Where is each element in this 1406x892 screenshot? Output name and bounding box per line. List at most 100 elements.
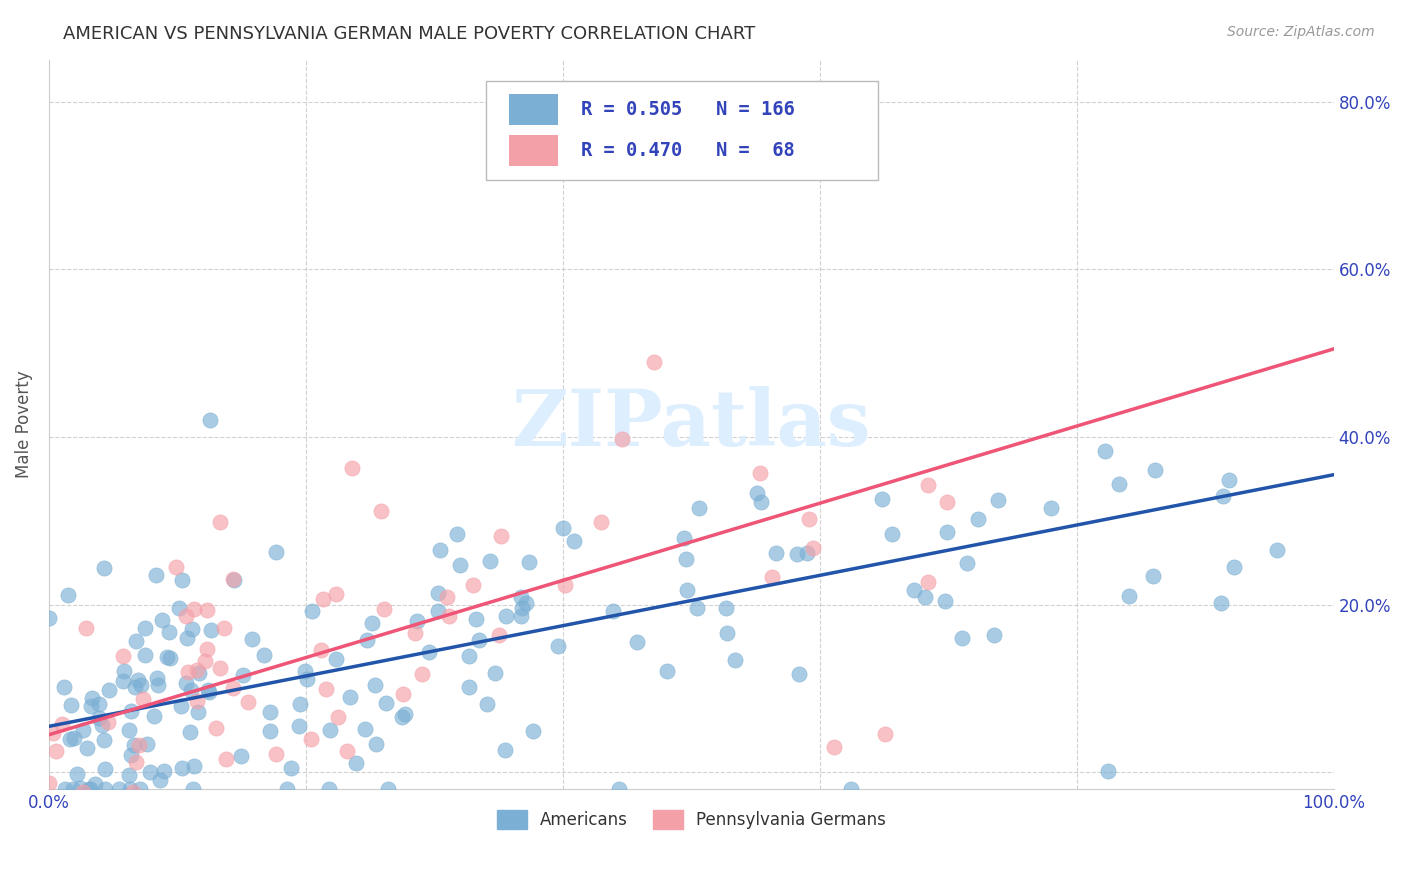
Americans — [364, 737, 387, 751]
Pennsylvania Germans — [461, 578, 484, 592]
Americans — [120, 704, 142, 718]
Pennsylvania Germans — [194, 654, 217, 668]
Americans — [353, 722, 375, 736]
Pennsylvania Germans — [264, 747, 287, 762]
Pennsylvania Germans — [875, 727, 897, 741]
Pennsylvania Germans — [312, 592, 335, 607]
Pennsylvania Germans — [278, 807, 301, 822]
Americans — [89, 697, 111, 711]
Americans — [111, 674, 134, 689]
Pennsylvania Germans — [97, 714, 120, 729]
Americans — [198, 684, 221, 698]
Pennsylvania Germans — [439, 609, 461, 624]
Americans — [950, 631, 973, 645]
Americans — [449, 558, 471, 572]
Americans — [297, 672, 319, 686]
Americans — [93, 782, 115, 797]
Americans — [122, 738, 145, 752]
Pennsylvania Germans — [287, 798, 309, 813]
Pennsylvania Germans — [221, 681, 243, 695]
Americans — [673, 532, 696, 546]
Americans — [301, 604, 323, 618]
Americans — [1223, 560, 1246, 574]
Americans — [53, 782, 76, 797]
Americans — [553, 521, 575, 535]
Pennsylvania Germans — [72, 785, 94, 799]
Pennsylvania Germans — [165, 560, 187, 574]
Americans — [65, 767, 87, 781]
Pennsylvania Germans — [610, 433, 633, 447]
Americans — [259, 723, 281, 738]
Pennsylvania Germans — [75, 621, 97, 635]
Pennsylvania Germans — [370, 504, 392, 518]
Pennsylvania Germans — [38, 775, 60, 789]
Americans — [457, 680, 479, 694]
Pennsylvania Germans — [404, 625, 426, 640]
Pennsylvania Germans — [208, 516, 231, 530]
Americans — [319, 723, 342, 738]
Americans — [484, 665, 506, 680]
Pennsylvania Germans — [391, 687, 413, 701]
Americans — [153, 764, 176, 778]
FancyBboxPatch shape — [485, 81, 877, 180]
Americans — [145, 672, 167, 686]
Pennsylvania Germans — [411, 666, 433, 681]
Americans — [93, 732, 115, 747]
Text: ZIPatlas: ZIPatlas — [512, 386, 872, 462]
Pennsylvania Germans — [209, 661, 232, 675]
Americans — [129, 782, 152, 797]
Pennsylvania Germans — [315, 682, 337, 697]
Americans — [475, 698, 498, 712]
Americans — [723, 653, 745, 667]
Americans — [510, 600, 533, 615]
Americans — [356, 633, 378, 648]
Americans — [457, 648, 479, 663]
Americans — [59, 732, 82, 747]
Pennsylvania Germans — [935, 495, 957, 509]
Pennsylvania Germans — [186, 694, 208, 708]
Americans — [167, 600, 190, 615]
Pennsylvania Germans — [589, 515, 612, 529]
Americans — [377, 782, 399, 797]
Americans — [564, 533, 586, 548]
Text: R = 0.470   N =  68: R = 0.470 N = 68 — [581, 141, 794, 161]
Americans — [253, 648, 276, 662]
Americans — [62, 782, 84, 797]
Americans — [517, 555, 540, 569]
Americans — [749, 494, 772, 508]
Americans — [232, 668, 254, 682]
Americans — [72, 723, 94, 737]
Americans — [280, 761, 302, 775]
Americans — [79, 782, 101, 797]
Americans — [903, 582, 925, 597]
Pennsylvania Germans — [122, 785, 145, 799]
Americans — [56, 588, 79, 602]
Americans — [747, 486, 769, 500]
Americans — [716, 625, 738, 640]
Pennsylvania Germans — [174, 608, 197, 623]
Americans — [467, 632, 489, 647]
Americans — [987, 492, 1010, 507]
Americans — [509, 590, 531, 604]
Americans — [53, 680, 76, 694]
Americans — [607, 782, 630, 797]
Americans — [1142, 568, 1164, 582]
Americans — [124, 680, 146, 694]
FancyBboxPatch shape — [509, 136, 558, 166]
Americans — [174, 676, 197, 690]
Americans — [143, 708, 166, 723]
Americans — [602, 604, 624, 618]
Americans — [1039, 500, 1062, 515]
Pennsylvania Germans — [488, 628, 510, 642]
Pennsylvania Germans — [489, 529, 512, 543]
Americans — [1108, 476, 1130, 491]
Americans — [967, 512, 990, 526]
Pennsylvania Germans — [186, 663, 208, 677]
Text: Source: ZipAtlas.com: Source: ZipAtlas.com — [1227, 25, 1375, 39]
Pennsylvania Germans — [797, 511, 820, 525]
Americans — [515, 596, 537, 610]
Americans — [222, 573, 245, 587]
Pennsylvania Germans — [112, 649, 135, 664]
Pennsylvania Germans — [373, 601, 395, 615]
Americans — [495, 608, 517, 623]
